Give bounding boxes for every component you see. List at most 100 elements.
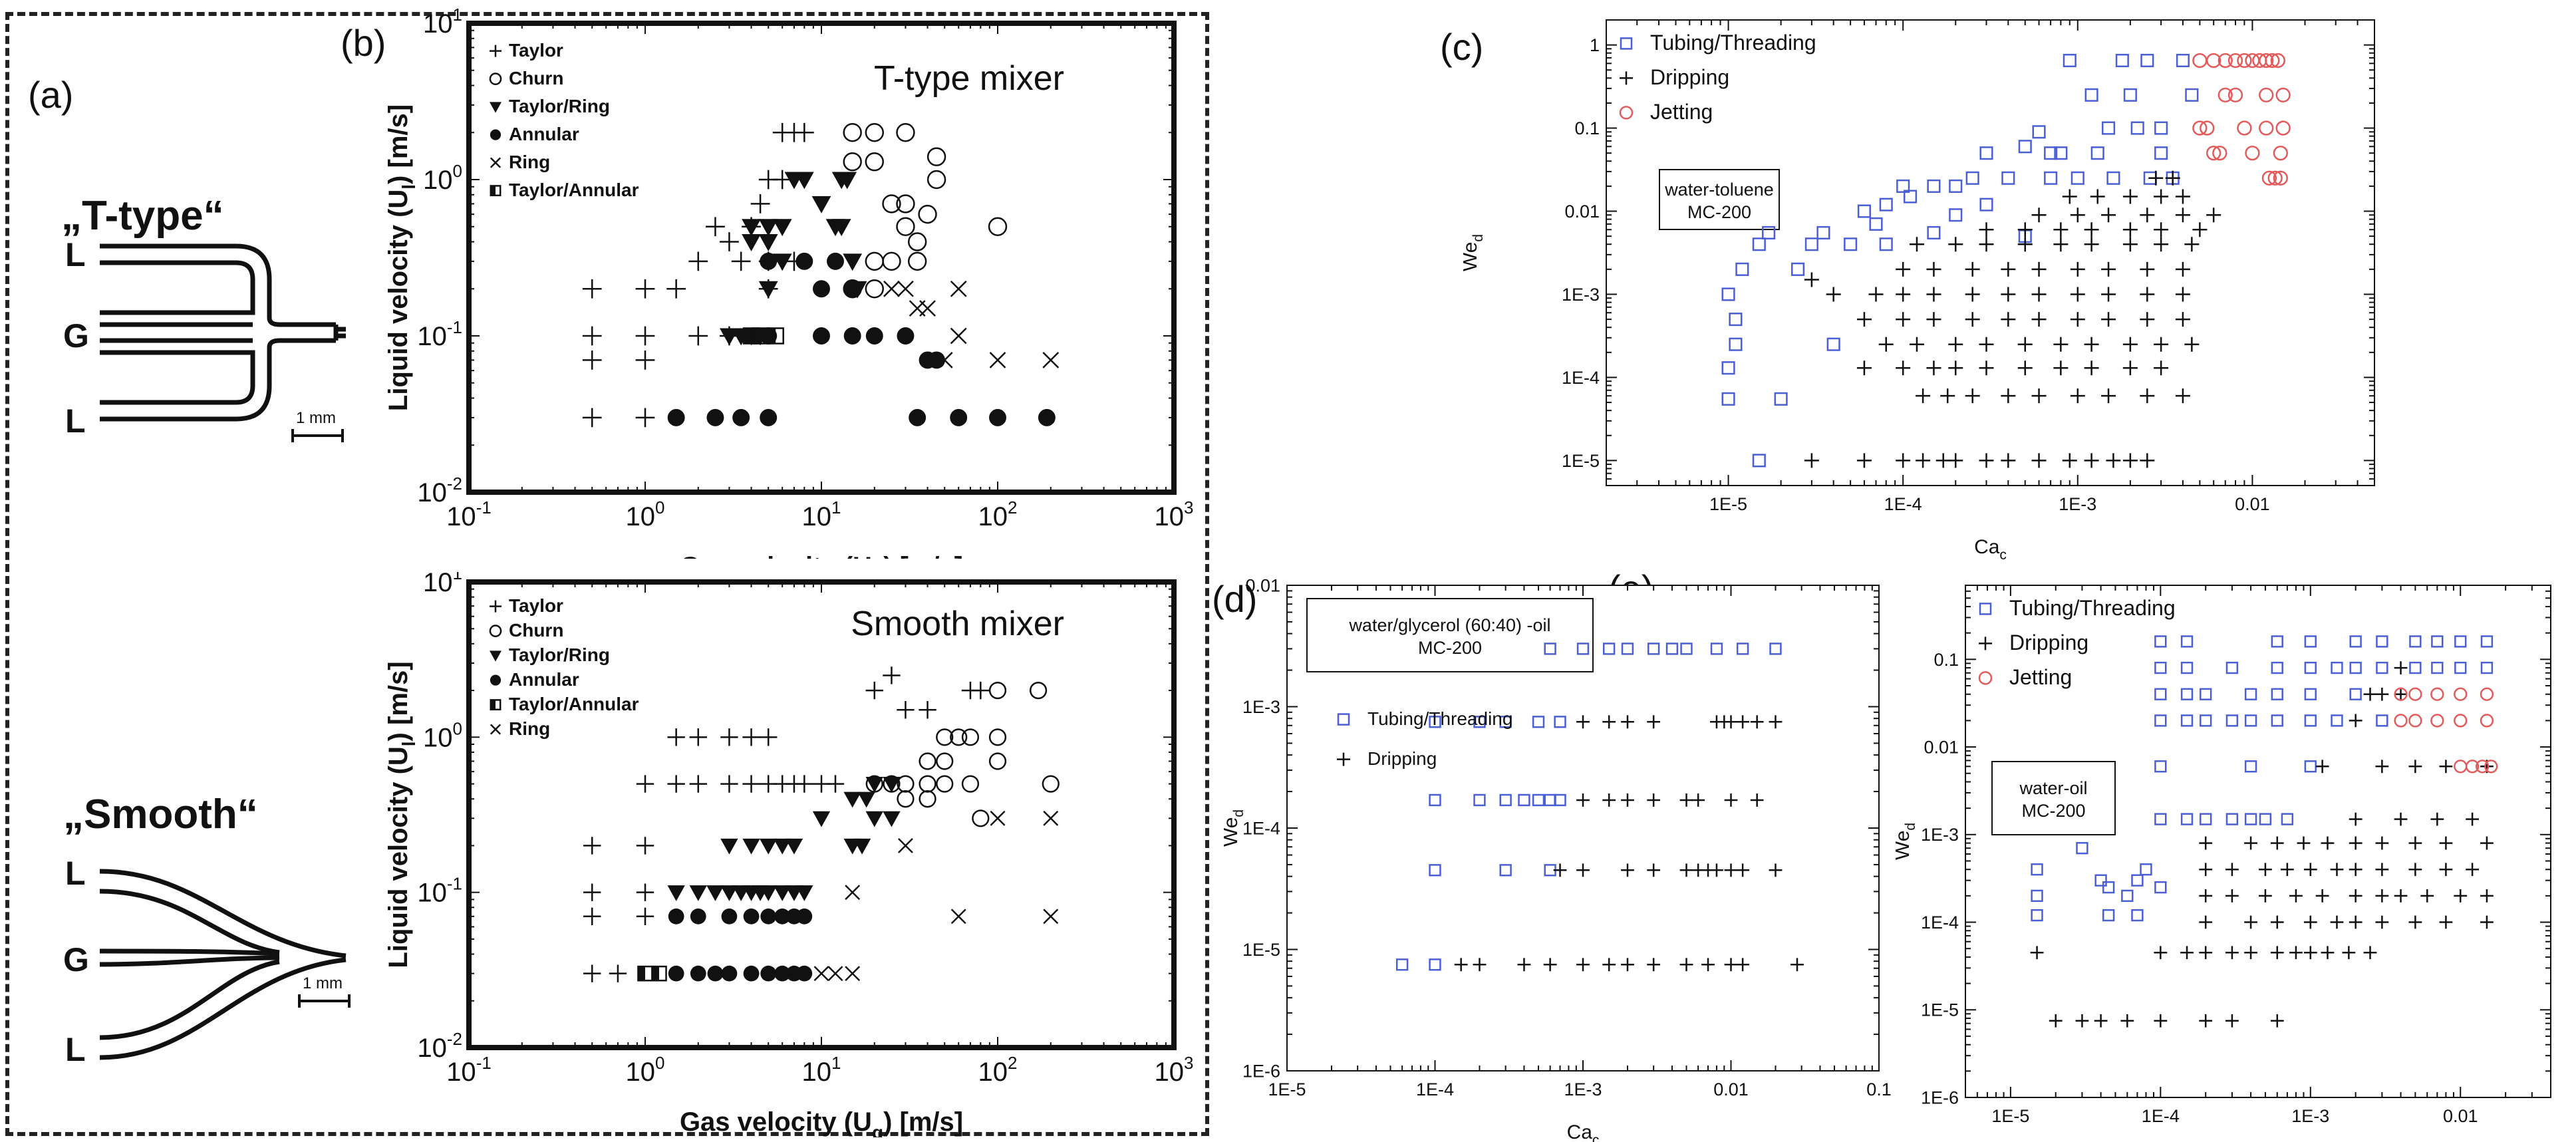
point-0-49 — [2376, 714, 2388, 727]
point-0-21 — [1647, 642, 1660, 655]
point-1-16 — [897, 790, 915, 808]
point-1-93 — [2140, 208, 2155, 223]
point-1-34 — [1621, 715, 1634, 729]
point-1-32 — [2154, 360, 2169, 376]
point-2-4 — [2480, 687, 2494, 701]
point-1-38 — [2420, 889, 2434, 903]
legend-label-0: Tubing/Threading — [1650, 31, 1816, 55]
x-tick-label-4: 103 — [1155, 498, 1194, 531]
legend-entry-1: Dripping — [1979, 631, 2088, 654]
point-2-3 — [837, 172, 857, 190]
point-1-25 — [1602, 793, 1616, 807]
point-2-10 — [742, 233, 761, 251]
point-0-25 — [2180, 688, 2194, 700]
point-1-44 — [1896, 312, 1911, 327]
legend-label-0: Tubing/Threading — [2009, 596, 2176, 620]
point-3-1 — [706, 408, 724, 426]
point-2-18 — [2275, 120, 2291, 136]
point-1-74 — [2394, 687, 2408, 701]
point-2-0 — [2394, 687, 2408, 701]
point-1-80 — [2122, 237, 2138, 252]
point-2-17 — [758, 281, 778, 299]
y-tick-label-1: 1E-5 — [1921, 1000, 1959, 1020]
annotation-line-0: water-oil — [2019, 778, 2087, 798]
point-1-18 — [2342, 946, 2356, 960]
point-1-4 — [1576, 958, 1590, 972]
point-0-20 — [689, 728, 707, 746]
point-1-82 — [2184, 237, 2200, 252]
point-0-22 — [1965, 171, 1979, 185]
point-1-26 — [1948, 360, 1963, 376]
point-1-1 — [1473, 958, 1487, 972]
point-2-3 — [2454, 687, 2468, 701]
point-1-4 — [1935, 453, 1951, 468]
point-0-9 — [742, 775, 760, 793]
point-0-19 — [1603, 642, 1616, 655]
point-0-55 — [2431, 635, 2444, 648]
point-1-54 — [2270, 836, 2284, 850]
smooth-title: „Smooth“ — [63, 791, 258, 837]
point-0-9 — [706, 217, 725, 237]
point-0-39 — [1879, 237, 1893, 251]
point-1-94 — [2175, 208, 2190, 223]
point-0-19 — [772, 170, 792, 190]
x-tick-label-1: 1E-4 — [1884, 494, 1922, 514]
point-5-4 — [845, 885, 861, 901]
series-churn — [843, 123, 1008, 299]
point-1-47 — [2349, 863, 2362, 877]
point-0-27 — [2044, 146, 2058, 160]
point-1-11 — [2106, 453, 2121, 468]
series-tubing-threading — [2031, 635, 2494, 922]
point-2-7 — [2430, 714, 2444, 728]
legend-entry-0: Taylor — [490, 40, 563, 61]
point-3-10 — [843, 327, 861, 345]
point-0-15 — [2225, 813, 2239, 825]
point-0-9 — [2131, 874, 2144, 887]
legend-entry-4: Ring — [490, 152, 550, 172]
legend-entry-5: Taylor/Annular — [490, 180, 639, 200]
legend-label-0: Taylor — [509, 40, 563, 61]
point-1-71 — [2101, 261, 2116, 277]
point-0-35 — [2154, 146, 2168, 160]
point-2-18 — [843, 253, 863, 271]
point-1-43 — [1856, 312, 1872, 327]
point-0-32 — [2244, 760, 2257, 773]
point-0-legend — [490, 45, 501, 57]
point-2-11 — [2465, 760, 2480, 774]
point-1-6 — [2225, 1014, 2239, 1028]
point-2-6 — [689, 885, 707, 901]
point-1-40 — [1750, 715, 1764, 729]
point-3-9 — [813, 327, 830, 345]
point-1-18 — [2031, 388, 2047, 404]
point-1-19 — [2363, 946, 2377, 960]
point-1-54 — [1868, 287, 1884, 302]
point-1-1 — [865, 123, 884, 142]
point-1-31 — [1750, 793, 1764, 807]
point-1-5 — [1948, 453, 1963, 468]
point-1-78 — [2053, 237, 2069, 252]
point-0-2 — [582, 351, 602, 370]
point-1-2 — [896, 123, 915, 142]
point-1-57 — [2349, 836, 2362, 850]
point-1-90 — [2031, 208, 2047, 223]
point-1-71 — [2349, 714, 2362, 728]
point-1-14 — [1576, 863, 1590, 877]
point-1-49 — [2408, 863, 2422, 877]
chart-water-toluene: 1E-5 1E-4 1E-3 0.01 1E-5 1E-4 1E-3 0.01 0.1 1 Cac W… — [1463, 19, 2375, 563]
point-4-8 — [909, 300, 926, 317]
point-0-29 — [972, 681, 990, 700]
legend-entry-2: Taylor/Ring — [490, 96, 610, 116]
point-2-7 — [2259, 53, 2274, 69]
point-0-14 — [2200, 813, 2212, 825]
point-1-39 — [1736, 715, 1750, 729]
point-1-35 — [1647, 715, 1661, 729]
point-1-51 — [2466, 863, 2480, 877]
point-0-18 — [2281, 813, 2294, 825]
point-1-55 — [2297, 836, 2311, 850]
point-3-13 — [760, 965, 777, 982]
point-1-5 — [2199, 1014, 2213, 1028]
point-1-16 — [1647, 863, 1661, 877]
point-1-97 — [2090, 189, 2105, 204]
panel-label-d: (d) — [1212, 578, 1258, 620]
point-1-legend — [489, 72, 502, 85]
